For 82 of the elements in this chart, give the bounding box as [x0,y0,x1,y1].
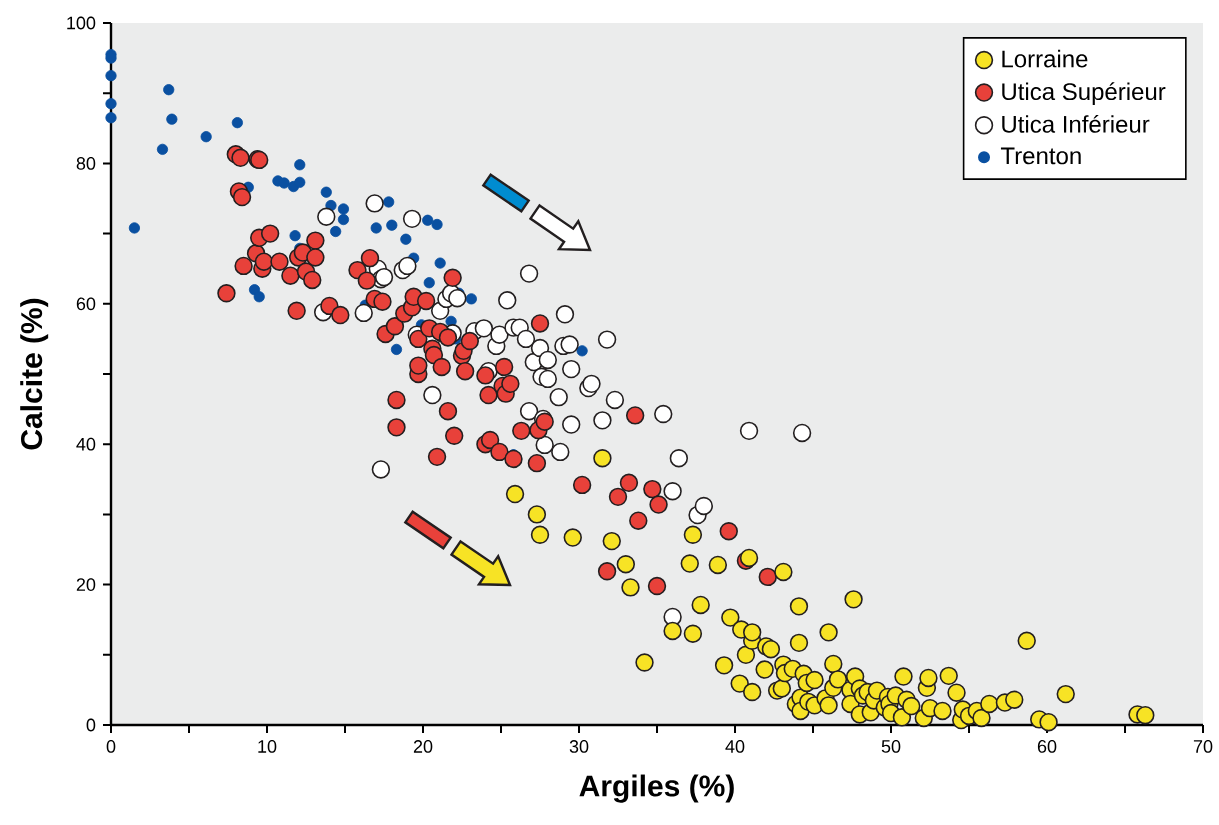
point [562,359,581,379]
point [576,345,588,357]
point [337,203,350,215]
y-tick-label: 40 [76,437,96,451]
point [294,159,306,171]
x-tick-label: 20 [413,740,433,753]
point [105,112,117,124]
point [538,369,558,389]
point [253,291,265,303]
y-tick-label: 100 [67,16,96,30]
point [200,131,212,143]
point [582,374,601,394]
point [605,390,625,410]
y-axis-title: Calcite (%) [20,298,49,450]
x-tick-label: 30 [569,740,589,753]
point [519,402,539,421]
point [128,222,140,234]
point [371,460,391,479]
point [498,291,517,310]
point [549,387,568,407]
point [320,186,332,198]
legend-label: Lorraine [1002,49,1088,68]
point [490,325,509,344]
x-tick-label: 50 [881,740,901,753]
point [555,305,575,324]
point [593,411,612,430]
point [156,143,169,155]
point [390,343,403,356]
point [448,288,467,308]
point [465,293,477,305]
point [562,415,581,434]
point [423,385,442,405]
point [231,117,243,129]
point [423,277,435,289]
point [663,482,682,501]
point [398,256,417,276]
x-tick-label: 70 [1193,740,1213,753]
point [474,319,494,338]
point [792,423,812,443]
y-tick-label: 20 [76,578,96,591]
point [317,207,336,226]
point [551,442,570,462]
y-tick-label: 80 [76,157,96,170]
point [422,214,434,226]
point [370,222,382,234]
y-tick-label: 60 [76,297,96,311]
point [402,209,422,229]
point [386,219,398,231]
y-tick-label: 0 [86,718,96,732]
x-axis-title: Argiles (%) [579,774,734,803]
legend-label: Utica Supérieur [1002,82,1166,105]
point [597,330,617,349]
point [434,257,446,269]
point [354,303,373,323]
legend-label: Trenton [1000,147,1081,165]
point [654,404,673,424]
point [516,329,536,349]
point [739,421,759,441]
point [538,350,558,370]
point [166,113,178,125]
point [105,70,117,82]
point [431,218,443,231]
x-tick-label: 0 [106,740,116,753]
point [560,335,579,354]
point [535,435,554,455]
point [294,176,306,188]
x-tick-label: 40 [725,740,745,753]
point [278,177,290,189]
point [519,264,539,283]
point [289,230,301,242]
point [330,225,342,238]
point [337,213,350,226]
point [383,196,395,208]
point [669,449,689,468]
point [400,233,412,245]
x-tick-label: 60 [1037,740,1057,753]
legend-label: Utica Inférieur [1002,114,1150,133]
point [694,496,714,516]
point [163,84,175,96]
x-tick-label: 10 [258,740,277,753]
point [365,194,384,213]
point [105,98,117,110]
